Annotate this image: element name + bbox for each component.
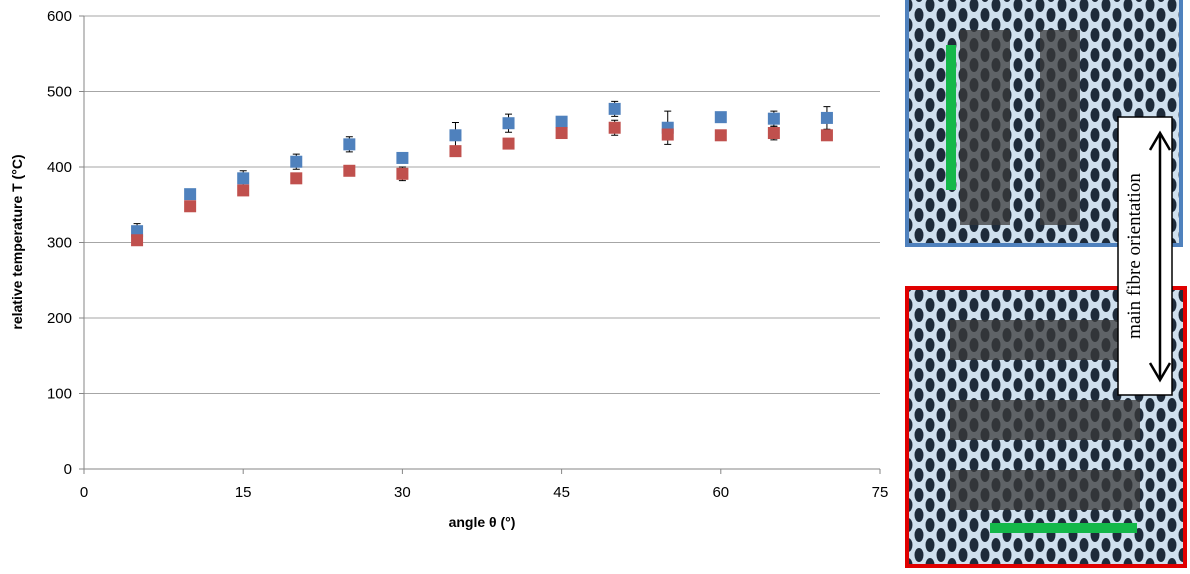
y-tick-label: 400 <box>47 159 72 176</box>
marker <box>714 129 727 142</box>
marker <box>555 115 568 128</box>
marker <box>661 128 674 141</box>
x-axis-title: angle θ (°) <box>449 514 516 530</box>
marker <box>767 127 780 140</box>
marker <box>502 117 515 130</box>
x-tick-label: 15 <box>235 484 252 501</box>
marker <box>343 164 356 177</box>
stripe <box>960 30 1010 225</box>
y-tick-label: 600 <box>47 8 72 25</box>
x-tick-label: 30 <box>394 484 411 501</box>
fabric-images: main fibre orientation <box>905 0 1187 568</box>
marker <box>820 129 833 142</box>
marker <box>237 184 250 197</box>
marker <box>184 188 197 201</box>
stripe <box>1040 30 1080 225</box>
stripe <box>950 400 1140 440</box>
marker <box>237 172 250 185</box>
x-tick-label: 60 <box>712 484 729 501</box>
marker <box>502 137 515 150</box>
marker <box>396 151 409 164</box>
marker <box>343 138 356 151</box>
marker <box>290 155 303 168</box>
marker <box>608 102 621 115</box>
x-tick-label: 45 <box>553 484 570 501</box>
y-tick-label: 200 <box>47 310 72 327</box>
green-bar <box>990 523 1137 533</box>
arrow-heads <box>1148 130 1172 383</box>
marker <box>396 167 409 180</box>
y-tick-label: 100 <box>47 386 72 403</box>
marker <box>449 145 462 158</box>
x-tick-label: 0 <box>80 484 88 501</box>
y-tick-label: 0 <box>64 461 72 478</box>
y-tick-label: 500 <box>47 84 72 101</box>
green-bar <box>946 45 956 190</box>
marker <box>714 111 727 124</box>
annotation-box <box>1117 116 1173 396</box>
marker <box>290 172 303 185</box>
stripe <box>950 320 1140 360</box>
marker <box>131 225 144 238</box>
stripe <box>950 470 1140 510</box>
y-tick-label: 300 <box>47 235 72 252</box>
marker <box>184 200 197 213</box>
marker <box>767 112 780 125</box>
annotation: main fibre orientation <box>1124 173 1145 339</box>
marker <box>449 129 462 142</box>
x-tick-label: 75 <box>872 484 889 501</box>
marker <box>555 127 568 140</box>
marker <box>820 111 833 124</box>
marker <box>131 234 144 247</box>
y-axis-title: relative temperature T (°C) <box>9 154 25 329</box>
marker <box>608 121 621 134</box>
marker <box>661 121 674 134</box>
